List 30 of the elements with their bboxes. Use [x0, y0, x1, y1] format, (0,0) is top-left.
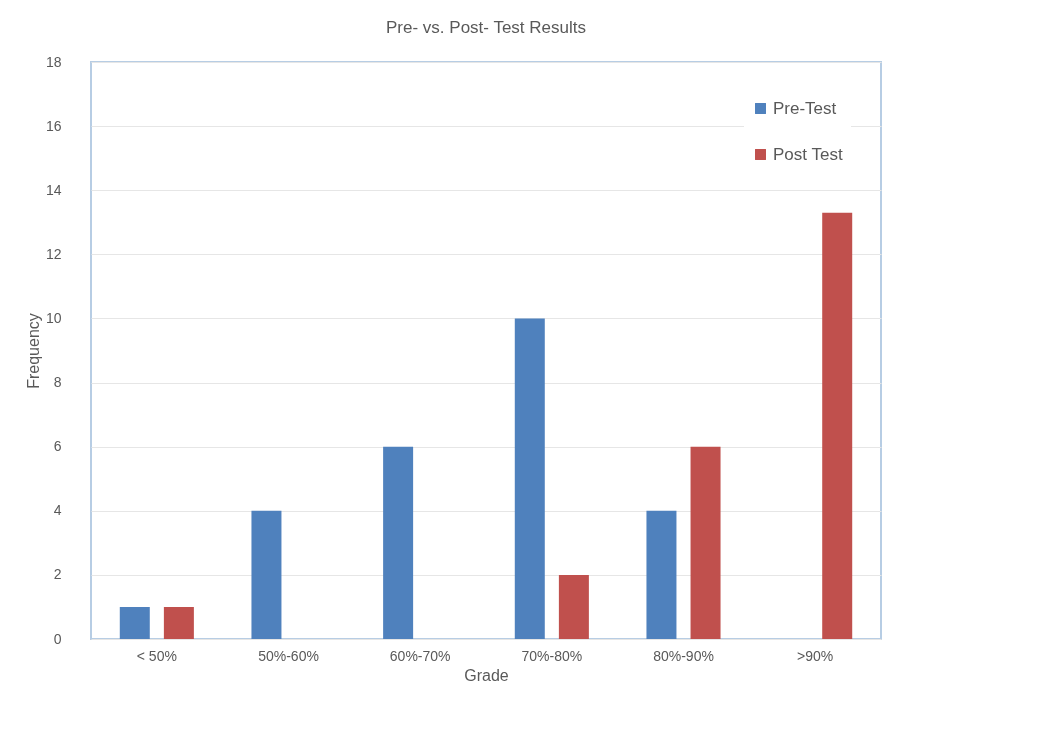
x-tick-label: < 50% [136, 647, 177, 664]
bar [646, 510, 677, 639]
y-tick-label: 18 [45, 53, 62, 70]
chart-title: Pre- vs. Post- Test Results [386, 18, 586, 37]
bar [383, 446, 414, 639]
bar [690, 446, 721, 639]
y-tick-label: 10 [45, 309, 62, 326]
bar [822, 212, 853, 639]
y-tick-label: 16 [45, 117, 62, 134]
x-tick-label: 50%-60% [258, 647, 319, 664]
y-tick-label: 8 [53, 374, 62, 391]
bar [514, 318, 545, 639]
y-tick-label: 14 [45, 181, 62, 198]
bar [163, 606, 194, 639]
bar [119, 606, 150, 639]
x-tick-label: 60%-70% [389, 647, 451, 664]
y-tick-label: 2 [53, 566, 62, 583]
bar [251, 510, 282, 639]
x-axis-title: Grade [464, 666, 509, 684]
x-tick-label: 70%-80% [521, 647, 583, 664]
legend-label: Post Test [773, 144, 843, 164]
y-tick-label: 4 [53, 502, 62, 519]
y-tick-label: 6 [53, 438, 62, 455]
y-tick-label: 12 [45, 245, 62, 262]
bar [558, 574, 589, 639]
y-tick-label: 0 [53, 630, 62, 647]
y-axis-title: Frequency [24, 313, 42, 389]
legend-label: Pre-Test [773, 98, 837, 118]
x-tick-label: 80%-90% [653, 647, 714, 664]
x-tick-label: >90% [797, 647, 834, 664]
